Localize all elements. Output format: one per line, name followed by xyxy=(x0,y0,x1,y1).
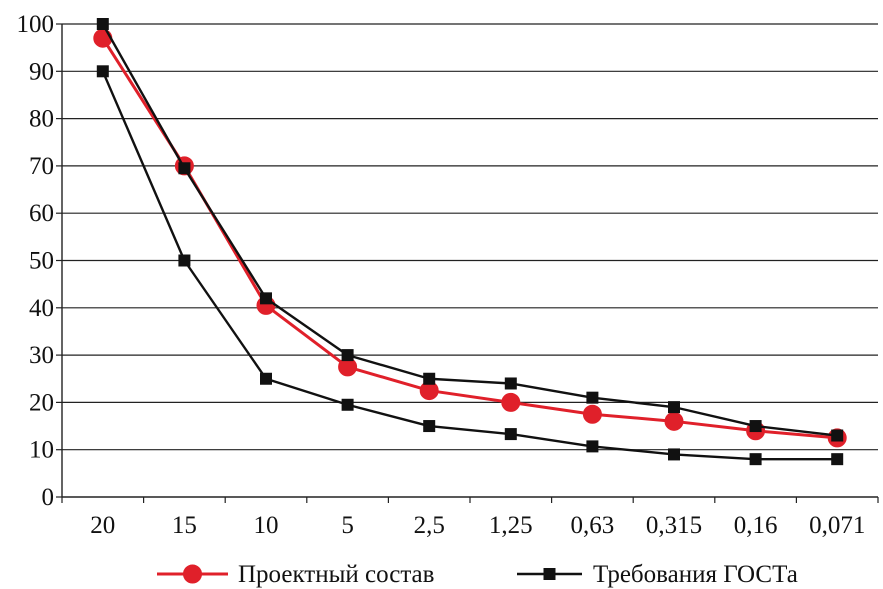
x-tick-label: 0,071 xyxy=(809,512,865,539)
x-tick-label: 5 xyxy=(341,512,354,539)
series-line xyxy=(101,23,838,437)
y-tick-label: 50 xyxy=(29,248,54,275)
x-tick-label: 20 xyxy=(90,512,115,539)
series-line xyxy=(101,70,838,461)
data-point-square xyxy=(423,420,436,433)
series-2 xyxy=(96,18,844,442)
x-tick-label: 2,5 xyxy=(414,512,445,539)
y-axis-tick-labels: 0 10 20 30 40 50 60 70 80 90 100 xyxy=(17,11,55,511)
data-point-circle xyxy=(582,404,602,424)
legend-item: Требования ГОСТа xyxy=(517,561,798,588)
x-axis-tick-labels: 20 15 10 5 2,5 1,25 0,63 0,315 0,16 0,071 xyxy=(90,512,865,539)
data-point-square xyxy=(178,162,191,175)
data-point-square xyxy=(260,372,272,385)
legend-item: Проектный состав xyxy=(157,561,434,588)
x-tick-label: 10 xyxy=(254,512,279,539)
legend-swatch-marker xyxy=(183,564,202,584)
data-point-square xyxy=(96,65,109,78)
gridlines xyxy=(62,23,878,451)
data-point-square xyxy=(504,428,517,441)
legend-swatch-marker xyxy=(543,568,556,580)
data-point-square xyxy=(586,440,599,453)
y-tick-label: 30 xyxy=(29,342,54,369)
data-point-circle xyxy=(93,28,113,48)
series-1 xyxy=(93,28,847,448)
data-point-square xyxy=(586,391,599,404)
data-point-square xyxy=(96,18,109,30)
y-tick-label: 100 xyxy=(17,11,55,38)
y-tick-label: 40 xyxy=(29,295,54,322)
legend: Проектный состав Требования ГОСТа xyxy=(157,561,798,588)
x-tick-label: 15 xyxy=(172,512,197,539)
data-point-square xyxy=(178,254,191,267)
data-point-square xyxy=(423,372,436,385)
data-point-square xyxy=(668,401,680,414)
series-layer xyxy=(93,18,847,466)
data-point-square xyxy=(668,448,680,461)
data-point-square xyxy=(749,420,762,433)
data-point-square xyxy=(831,429,844,442)
data-point-square xyxy=(260,292,272,305)
legend-label: Проектный состав xyxy=(238,561,434,588)
x-tick-label: 0,16 xyxy=(734,512,778,539)
data-point-square xyxy=(831,453,844,466)
data-point-circle xyxy=(501,392,521,412)
x-tick-label: 1,25 xyxy=(489,512,533,539)
y-tick-label: 10 xyxy=(29,437,54,464)
data-point-square xyxy=(341,349,354,362)
x-tick-label: 0,63 xyxy=(571,512,615,539)
y-tick-label: 60 xyxy=(29,200,54,227)
x-tick-label: 0,315 xyxy=(646,512,702,539)
data-point-circle xyxy=(664,411,684,431)
y-tick-label: 90 xyxy=(29,58,54,85)
data-point-square xyxy=(341,398,354,411)
series-line xyxy=(101,37,838,440)
y-tick-label: 0 xyxy=(42,484,55,511)
data-point-square xyxy=(749,453,762,466)
axes xyxy=(56,23,879,503)
series-3 xyxy=(96,65,844,466)
legend-label: Требования ГОСТа xyxy=(593,561,798,588)
y-tick-label: 20 xyxy=(29,389,54,416)
y-tick-label: 80 xyxy=(29,106,54,133)
y-tick-label: 70 xyxy=(29,153,54,180)
data-point-square xyxy=(504,377,517,390)
